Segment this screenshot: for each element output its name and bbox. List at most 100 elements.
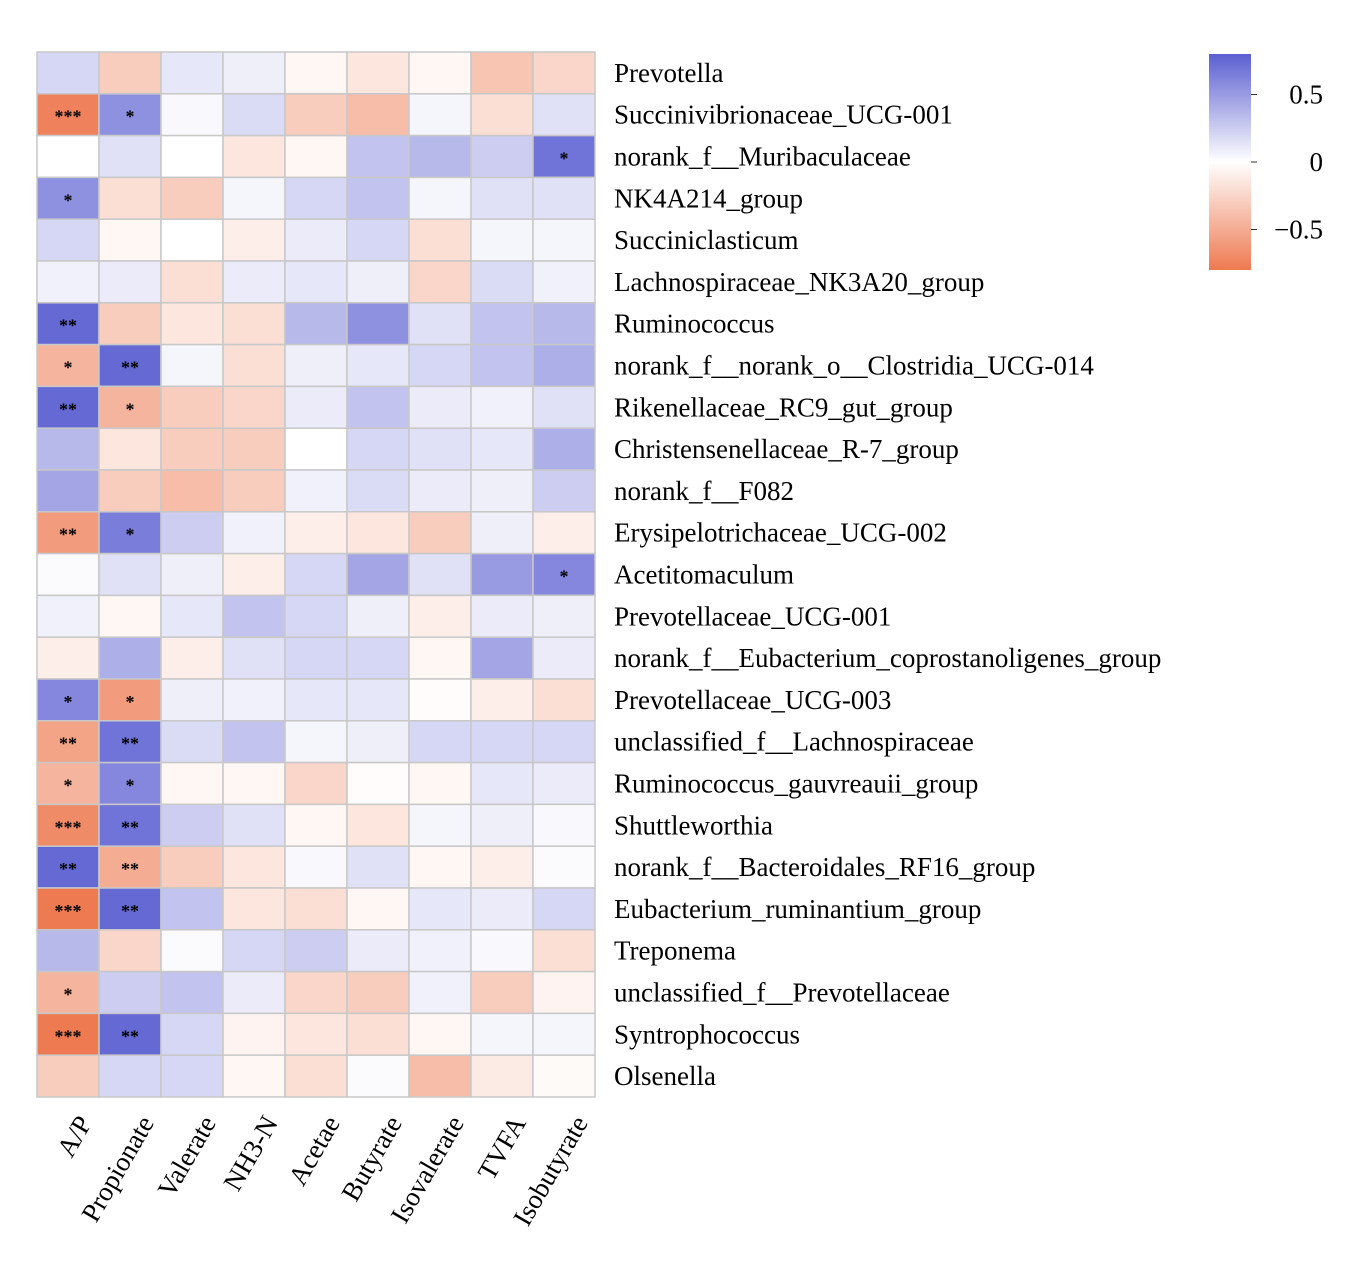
row-label: norank_f__norank_o__Clostridia_UCG-014 [614,351,1094,381]
heatmap-cell [346,302,410,346]
heatmap-cell [222,134,286,179]
heatmap-cell [36,427,100,471]
heatmap-cell [346,511,410,555]
heatmap-cell [160,427,224,471]
significance-marker: ** [59,316,77,336]
heatmap-cell [160,260,224,304]
heatmap-cell [160,385,224,429]
heatmap-cell [222,970,286,1015]
significance-marker: *** [55,107,82,127]
heatmap-cell [36,511,100,555]
heatmap-cell [160,594,224,638]
heatmap-cell [222,93,286,137]
row-label: Acetitomaculum [614,560,794,590]
significance-marker: *** [55,1026,82,1046]
heatmap-cell [408,260,472,304]
heatmap-cell [222,803,286,847]
colorbar-tick-label: 0.5 [1289,80,1323,110]
heatmap-cell [346,469,410,513]
heatmap-cell [532,1012,596,1056]
heatmap-cell [346,51,410,95]
heatmap-cell [160,93,224,137]
heatmap-cell [36,260,100,304]
heatmap-cell [346,761,410,806]
heatmap-cell [284,929,348,973]
heatmap-cell [160,678,224,722]
heatmap-cell [346,887,410,931]
heatmap-cell [36,552,100,597]
row-label: unclassified_f__Prevotellaceae [614,978,950,1008]
heatmap-cell [532,929,596,973]
heatmap-cell [98,1054,162,1098]
heatmap-cell [36,134,100,179]
heatmap-cell [36,343,100,388]
heatmap-cell [532,218,596,262]
row-label: Erysipelotrichaceae_UCG-002 [614,518,947,548]
heatmap-cell [408,552,472,597]
significance-marker: * [126,692,135,712]
heatmap-cell [532,1054,596,1098]
heatmap-cell [470,51,534,95]
heatmap-cell [346,594,410,638]
heatmap-cell [408,1054,472,1098]
heatmap-cell [98,93,162,137]
significance-marker: * [64,692,73,712]
heatmap-cell [346,970,410,1015]
heatmap-cell [470,720,534,764]
heatmap-cell [346,1054,410,1098]
heatmap-cell [408,929,472,973]
heatmap-cell [346,427,410,471]
heatmap-cell [284,218,348,262]
heatmap-cell [408,176,472,220]
heatmap-cell [408,511,472,555]
heatmap-cell [222,720,286,764]
heatmap-cell [532,427,596,471]
heatmap-cell [36,218,100,262]
colorbar-gradient [1209,54,1251,270]
heatmap-cell [470,218,534,262]
heatmap-cell [470,761,534,806]
heatmap-cell [222,1012,286,1056]
heatmap-cell [284,845,348,889]
heatmap-cell [98,302,162,346]
heatmap-cell [532,469,596,513]
row-label: Treponema [614,936,736,966]
heatmap-cell [160,552,224,597]
heatmap-cell [346,552,410,597]
heatmap-cell [346,134,410,179]
heatmap-cell [284,260,348,304]
heatmap-cell [284,594,348,638]
heatmap-cell [346,803,410,847]
heatmap-cell [284,1012,348,1056]
heatmap-cell [470,678,534,722]
significance-marker: *** [55,901,82,921]
heatmap-cell [222,887,286,931]
heatmap-cell [284,636,348,680]
row-label: Rikenellaceae_RC9_gut_group [614,392,953,422]
heatmap-cell [222,218,286,262]
heatmap-cell [160,970,224,1015]
heatmap-cell [532,594,596,638]
heatmap-cell [36,469,100,513]
heatmap-cell [408,218,472,262]
heatmap-cell [98,176,162,220]
row-label: Syntrophococcus [614,1019,800,1049]
heatmap-cell [346,93,410,137]
row-label: unclassified_f__Lachnospiraceae [614,727,974,757]
heatmap-cell [532,260,596,304]
heatmap-cell [36,636,100,680]
colorbar: 0.5 0 −0.5 [1209,54,1323,270]
heatmap-cell [470,511,534,555]
heatmap-cell [408,970,472,1015]
heatmap-cell [98,51,162,95]
heatmap-cell [284,469,348,513]
heatmap-cell [532,343,596,388]
heatmap-cell [284,93,348,137]
heatmap-cell [470,636,534,680]
column-label: Valerate [152,1111,222,1203]
heatmap-cell [160,218,224,262]
heatmap-cell [532,636,596,680]
row-label: Prevotella [614,58,723,88]
heatmap-cell [532,93,596,137]
